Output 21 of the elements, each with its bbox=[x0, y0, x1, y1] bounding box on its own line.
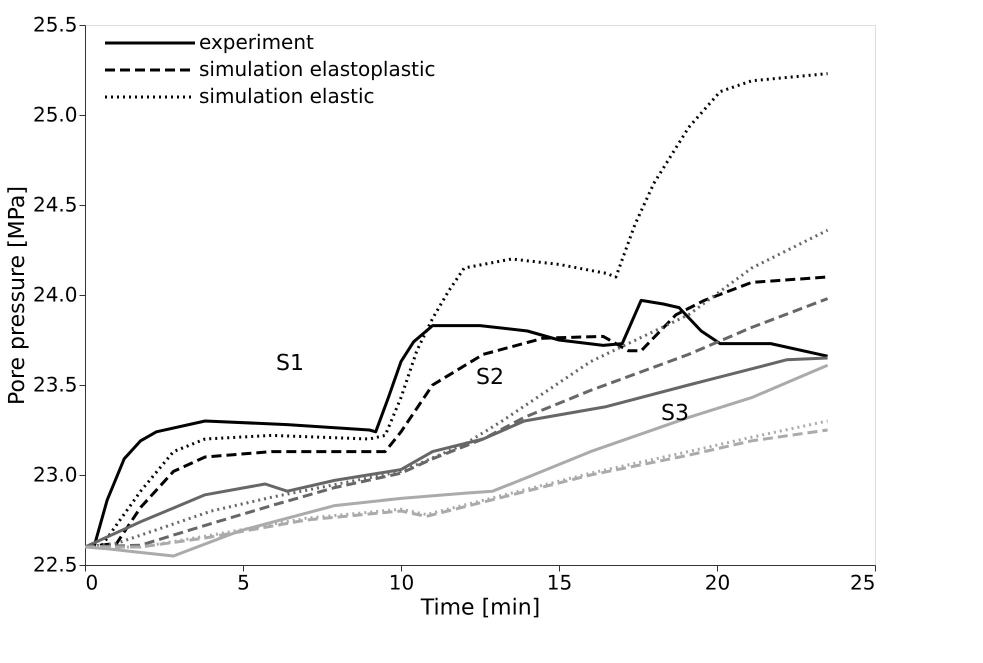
annotation: S1 bbox=[276, 351, 304, 376]
y-tick-label: 22.5 bbox=[32, 552, 78, 576]
y-tick-label: 24.0 bbox=[32, 282, 78, 306]
y-tick-label: 25.0 bbox=[32, 102, 78, 126]
y-tick-label: 24.5 bbox=[32, 192, 78, 216]
annotation: S2 bbox=[476, 365, 504, 390]
x-tick-label: 15 bbox=[546, 570, 572, 594]
x-tick-label: 20 bbox=[704, 570, 730, 594]
y-tick-label: 25.5 bbox=[32, 12, 78, 36]
y-tick-label: 23.5 bbox=[32, 372, 78, 396]
y-tick-label: 23.0 bbox=[32, 462, 78, 486]
annotation: S3 bbox=[661, 401, 689, 426]
x-axis-title: Time [min] bbox=[420, 596, 540, 620]
y-axis-title: Pore pressure [MPa] bbox=[4, 186, 30, 405]
x-tick-label: 0 bbox=[86, 570, 98, 594]
legend-label: experiment bbox=[199, 30, 314, 54]
legend-label: simulation elastoplastic bbox=[199, 57, 436, 81]
x-tick-label: 10 bbox=[388, 570, 414, 594]
x-tick-label: 25 bbox=[850, 570, 876, 594]
legend-label: simulation elastic bbox=[199, 84, 375, 108]
x-tick-label: 5 bbox=[237, 570, 250, 594]
